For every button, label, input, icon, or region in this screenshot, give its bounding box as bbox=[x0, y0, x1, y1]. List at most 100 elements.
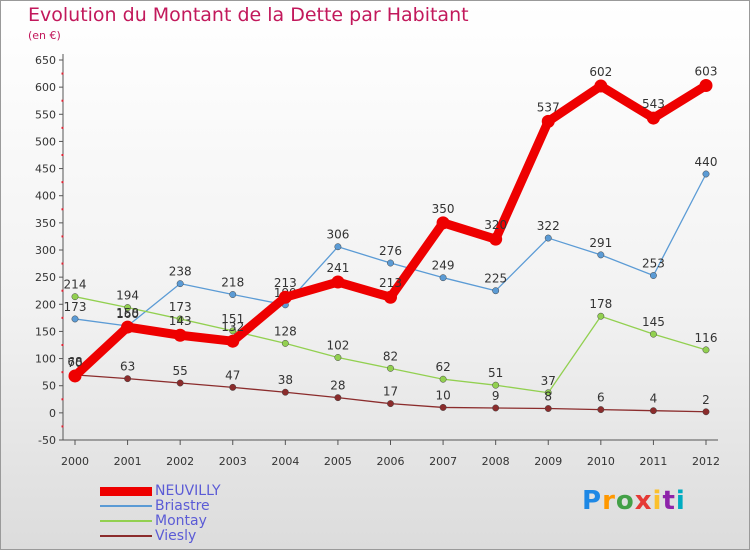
data-label: 37 bbox=[541, 374, 556, 388]
data-label: 55 bbox=[173, 364, 188, 378]
data-point bbox=[594, 79, 608, 93]
data-point bbox=[124, 375, 132, 383]
data-label: 160 bbox=[116, 307, 139, 321]
data-label: 306 bbox=[326, 228, 349, 242]
chart-subtitle: (en €) bbox=[28, 29, 61, 42]
x-tick-label: 2003 bbox=[219, 455, 247, 468]
y-tick-label: 350 bbox=[35, 217, 56, 230]
data-label: 350 bbox=[432, 202, 455, 216]
data-point bbox=[68, 369, 82, 383]
data-point bbox=[702, 346, 710, 354]
y-tick-label: 500 bbox=[35, 135, 56, 148]
legend-swatch bbox=[100, 505, 152, 507]
data-label: 68 bbox=[67, 355, 82, 369]
data-label: 537 bbox=[537, 100, 560, 114]
data-label: 225 bbox=[484, 272, 507, 286]
data-point bbox=[492, 287, 500, 295]
data-point bbox=[173, 328, 187, 342]
x-tick-label: 2012 bbox=[692, 455, 720, 468]
data-label: 128 bbox=[274, 324, 297, 338]
y-minor-tick bbox=[61, 235, 64, 238]
data-label: 213 bbox=[274, 276, 297, 290]
data-point bbox=[281, 339, 289, 347]
x-tick-label: 2005 bbox=[324, 455, 352, 468]
y-tick-label: 0 bbox=[49, 407, 56, 420]
data-point bbox=[334, 394, 342, 402]
x-tick-label: 2007 bbox=[429, 455, 457, 468]
y-tick-label: 50 bbox=[42, 380, 56, 393]
y-minor-tick bbox=[61, 99, 64, 102]
data-point bbox=[384, 290, 397, 304]
data-point bbox=[176, 280, 184, 288]
data-label: 276 bbox=[379, 244, 402, 258]
series-montay: 214 194 173 151 128 102 82 62 51 37 178 145 116 bbox=[64, 278, 718, 397]
data-point bbox=[702, 408, 710, 416]
y-minor-tick bbox=[61, 371, 64, 374]
data-label: 102 bbox=[326, 338, 349, 352]
data-label: 253 bbox=[642, 257, 665, 271]
y-minor-tick bbox=[61, 289, 64, 292]
data-point bbox=[646, 111, 660, 125]
data-label: 194 bbox=[116, 289, 139, 303]
data-label: 178 bbox=[589, 297, 612, 311]
series-viesly: 70 63 55 47 38 28 17 10 9 8 6 4 2 bbox=[67, 356, 710, 416]
legend-label: Viesly bbox=[155, 528, 197, 544]
data-point bbox=[229, 291, 237, 298]
data-point bbox=[492, 404, 500, 412]
data-point bbox=[544, 234, 552, 242]
y-minor-tick bbox=[61, 72, 64, 75]
y-minor-tick bbox=[61, 208, 64, 211]
logo-letter: t bbox=[662, 486, 676, 516]
line-chart: 650600550500450400350300250200150100500-… bbox=[35, 54, 720, 468]
series-neuvilly: 68 158 143 132 213 241 213 350 320 537 602 543 603 bbox=[67, 65, 717, 383]
y-minor-tick bbox=[61, 262, 64, 265]
data-point bbox=[176, 379, 184, 387]
x-tick-label: 2009 bbox=[534, 455, 562, 468]
data-label: 158 bbox=[116, 306, 139, 320]
data-point bbox=[649, 272, 657, 279]
data-label: 602 bbox=[589, 65, 612, 79]
y-tick-label: 600 bbox=[35, 81, 56, 94]
data-label: 4 bbox=[650, 392, 658, 406]
data-label: 143 bbox=[169, 314, 192, 328]
data-label: 9 bbox=[492, 389, 500, 403]
y-minor-tick bbox=[61, 154, 64, 156]
data-label: 28 bbox=[330, 379, 345, 393]
data-label: 214 bbox=[64, 278, 87, 292]
x-tick-label: 2002 bbox=[166, 455, 194, 468]
data-point bbox=[544, 405, 552, 412]
data-label: 238 bbox=[169, 265, 192, 279]
y-tick-label: 100 bbox=[35, 353, 56, 366]
data-label: 291 bbox=[589, 236, 612, 250]
data-point bbox=[597, 251, 605, 259]
data-label: 6 bbox=[597, 391, 605, 405]
logo-letter: o bbox=[615, 486, 635, 516]
data-point bbox=[71, 315, 79, 323]
y-minor-tick bbox=[61, 181, 64, 184]
data-point bbox=[387, 400, 394, 408]
x-tick-label: 2008 bbox=[482, 455, 510, 468]
y-tick-label: 650 bbox=[35, 54, 56, 67]
logo-letter: r bbox=[602, 486, 616, 516]
y-tick-label: 200 bbox=[35, 298, 56, 311]
data-label: 173 bbox=[169, 300, 192, 314]
logo-letter: i bbox=[675, 486, 686, 516]
data-point bbox=[71, 293, 79, 301]
data-label: 116 bbox=[695, 331, 718, 345]
y-tick-label: 250 bbox=[35, 271, 56, 284]
x-tick-label: 2001 bbox=[114, 455, 142, 468]
data-point bbox=[699, 79, 713, 93]
data-label: 173 bbox=[64, 300, 87, 314]
data-point bbox=[439, 403, 447, 411]
data-label: 38 bbox=[278, 373, 293, 387]
data-label: 82 bbox=[383, 349, 398, 363]
data-point bbox=[436, 216, 450, 230]
y-tick-label: 150 bbox=[35, 325, 56, 338]
x-tick-label: 2010 bbox=[587, 455, 615, 468]
data-point bbox=[334, 354, 342, 361]
data-point bbox=[439, 274, 447, 282]
data-label: 543 bbox=[642, 97, 665, 111]
data-label: 241 bbox=[326, 261, 349, 275]
data-label: 213 bbox=[379, 276, 402, 290]
